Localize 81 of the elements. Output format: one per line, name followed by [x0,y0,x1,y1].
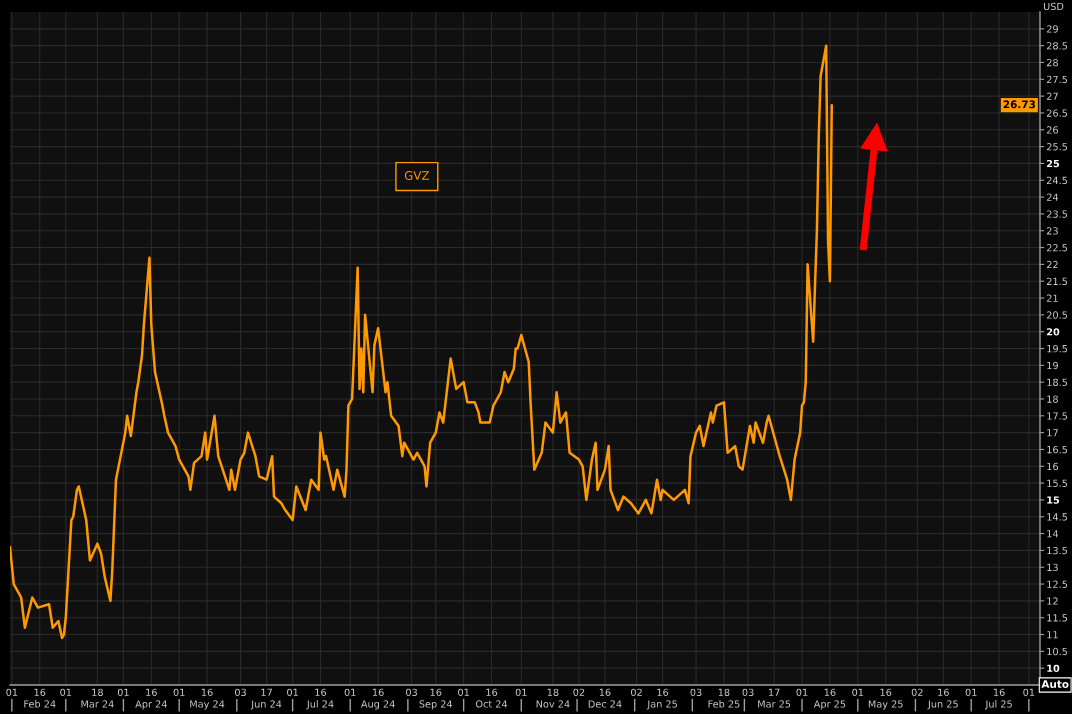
y-tick-label: 26.5 [1046,109,1068,117]
y-tick-label: 28.5 [1046,42,1068,50]
y-tick-label: 19.5 [1047,344,1068,353]
x-tick-label: 03 [406,688,417,696]
y-tick-label: 23 [1046,227,1058,235]
x-tick-label: 17 Jun 24 [250,688,282,710]
y-tick-label: 10 [1047,664,1060,673]
x-tick-label: 16 Aug 24 [360,688,395,710]
y-tick-label: 18.5 [1047,378,1068,386]
x-tick-label: 02 [631,688,642,696]
y-tick-label: 21 [1046,294,1058,302]
y-tick-label: 11.5 [1047,614,1068,622]
x-tick-label: 01 [796,688,808,696]
y-tick-label: 13 [1047,563,1058,572]
x-tick-label: 16 Jul 24 [306,688,334,710]
x-tick-label: 03 [235,688,246,696]
x-tick-label: 01 [117,688,129,696]
x-tick-label: 01 [965,688,977,696]
y-tick-label: 24.5 [1046,176,1068,185]
y-axis-title: USD [1043,2,1064,11]
y-tick-label: 21.5 [1046,277,1068,286]
x-tick-label: 16 May 25 [868,688,903,710]
x-tick-label: 16 Oct 24 [475,688,508,708]
y-tick-label: 14.5 [1047,513,1068,521]
x-tick-label: 01 [344,688,356,696]
y-tick-label: 18 [1047,395,1058,403]
x-tick-label: 18 Mar 24 [81,688,114,708]
y-tick-label: 16 [1047,462,1059,471]
y-tick-label: 25.5 [1046,143,1068,151]
x-tick-label: 16 Dec 24 [588,688,622,708]
y-tick-label: 27.5 [1046,75,1068,84]
y-tick-label: 25 [1047,159,1060,168]
y-tick-label: 28 [1046,58,1058,67]
x-tick-label: 16 Apr 24 [135,688,167,710]
x-tick-label: 01 [1023,688,1035,696]
y-tick-label: 19 [1047,361,1058,370]
y-tick-label: 11 [1047,631,1058,639]
y-tick-label: 12.5 [1047,580,1068,588]
x-tick-label: 16 Sep 24 [419,688,453,710]
x-tick-label: 01 [60,688,72,696]
x-tick-label: 01 [458,688,469,696]
x-tick-label: 16 Jul 25 [985,688,1012,710]
y-tick-label: 16.5 [1047,445,1068,454]
y-tick-label: 17.5 [1047,412,1068,420]
y-tick-label: 26 [1046,126,1059,134]
x-tick-label: 03 [690,688,702,696]
y-tick-label: 14 [1047,530,1059,538]
annotation: 26.73 [1003,100,1036,109]
y-tick-label: 15 [1047,496,1060,504]
x-tick-label: 01 [173,688,185,696]
x-tick-label: 16 Apr 25 [813,688,846,710]
text: GVZ [404,171,429,180]
x-tick-label: 16 Jan 25 [646,688,677,710]
x-tick-label: 02 [573,688,585,696]
x-tick-label: 01 [515,688,527,696]
y-tick-label: 22.5 [1046,244,1068,252]
x-tick-label: 16 Jun 25 [927,688,958,710]
y-tick-label: 10.5 [1047,647,1068,656]
x-tick-label: 18 Feb 25 [708,688,740,708]
x-tick-label: 16 May 24 [190,688,225,710]
y-tick-label: 29 [1046,25,1058,33]
x-tick-label: 16 Feb 24 [24,688,56,708]
y-tick-label: 24 [1046,193,1059,201]
y-tick-label: 17 [1047,429,1058,437]
x-tick-label: 01 [287,688,298,696]
y-tick-label: 15.5 [1047,479,1068,487]
y-tick-label: 20 [1047,328,1060,336]
x-tick-label: 02 [911,688,923,696]
y-tick-label: 13.5 [1047,546,1068,555]
y-tick-label: 12 [1047,597,1058,605]
y-tick-label: 22 [1046,260,1058,269]
line-series [10,44,834,640]
x-tick-label: 01 [6,688,18,696]
x-tick-label: 03 [742,688,754,696]
y-tick-label: 20.5 [1046,311,1068,319]
text: Auto [1041,680,1069,689]
y-tick-label: 23.5 [1046,210,1068,218]
y-tick-label: 27 [1046,92,1058,100]
x-tick-label: 18 Nov 24 [536,688,570,708]
x-tick-label: 17 Mar 25 [758,688,791,708]
x-tick-label: 01 [852,688,864,696]
